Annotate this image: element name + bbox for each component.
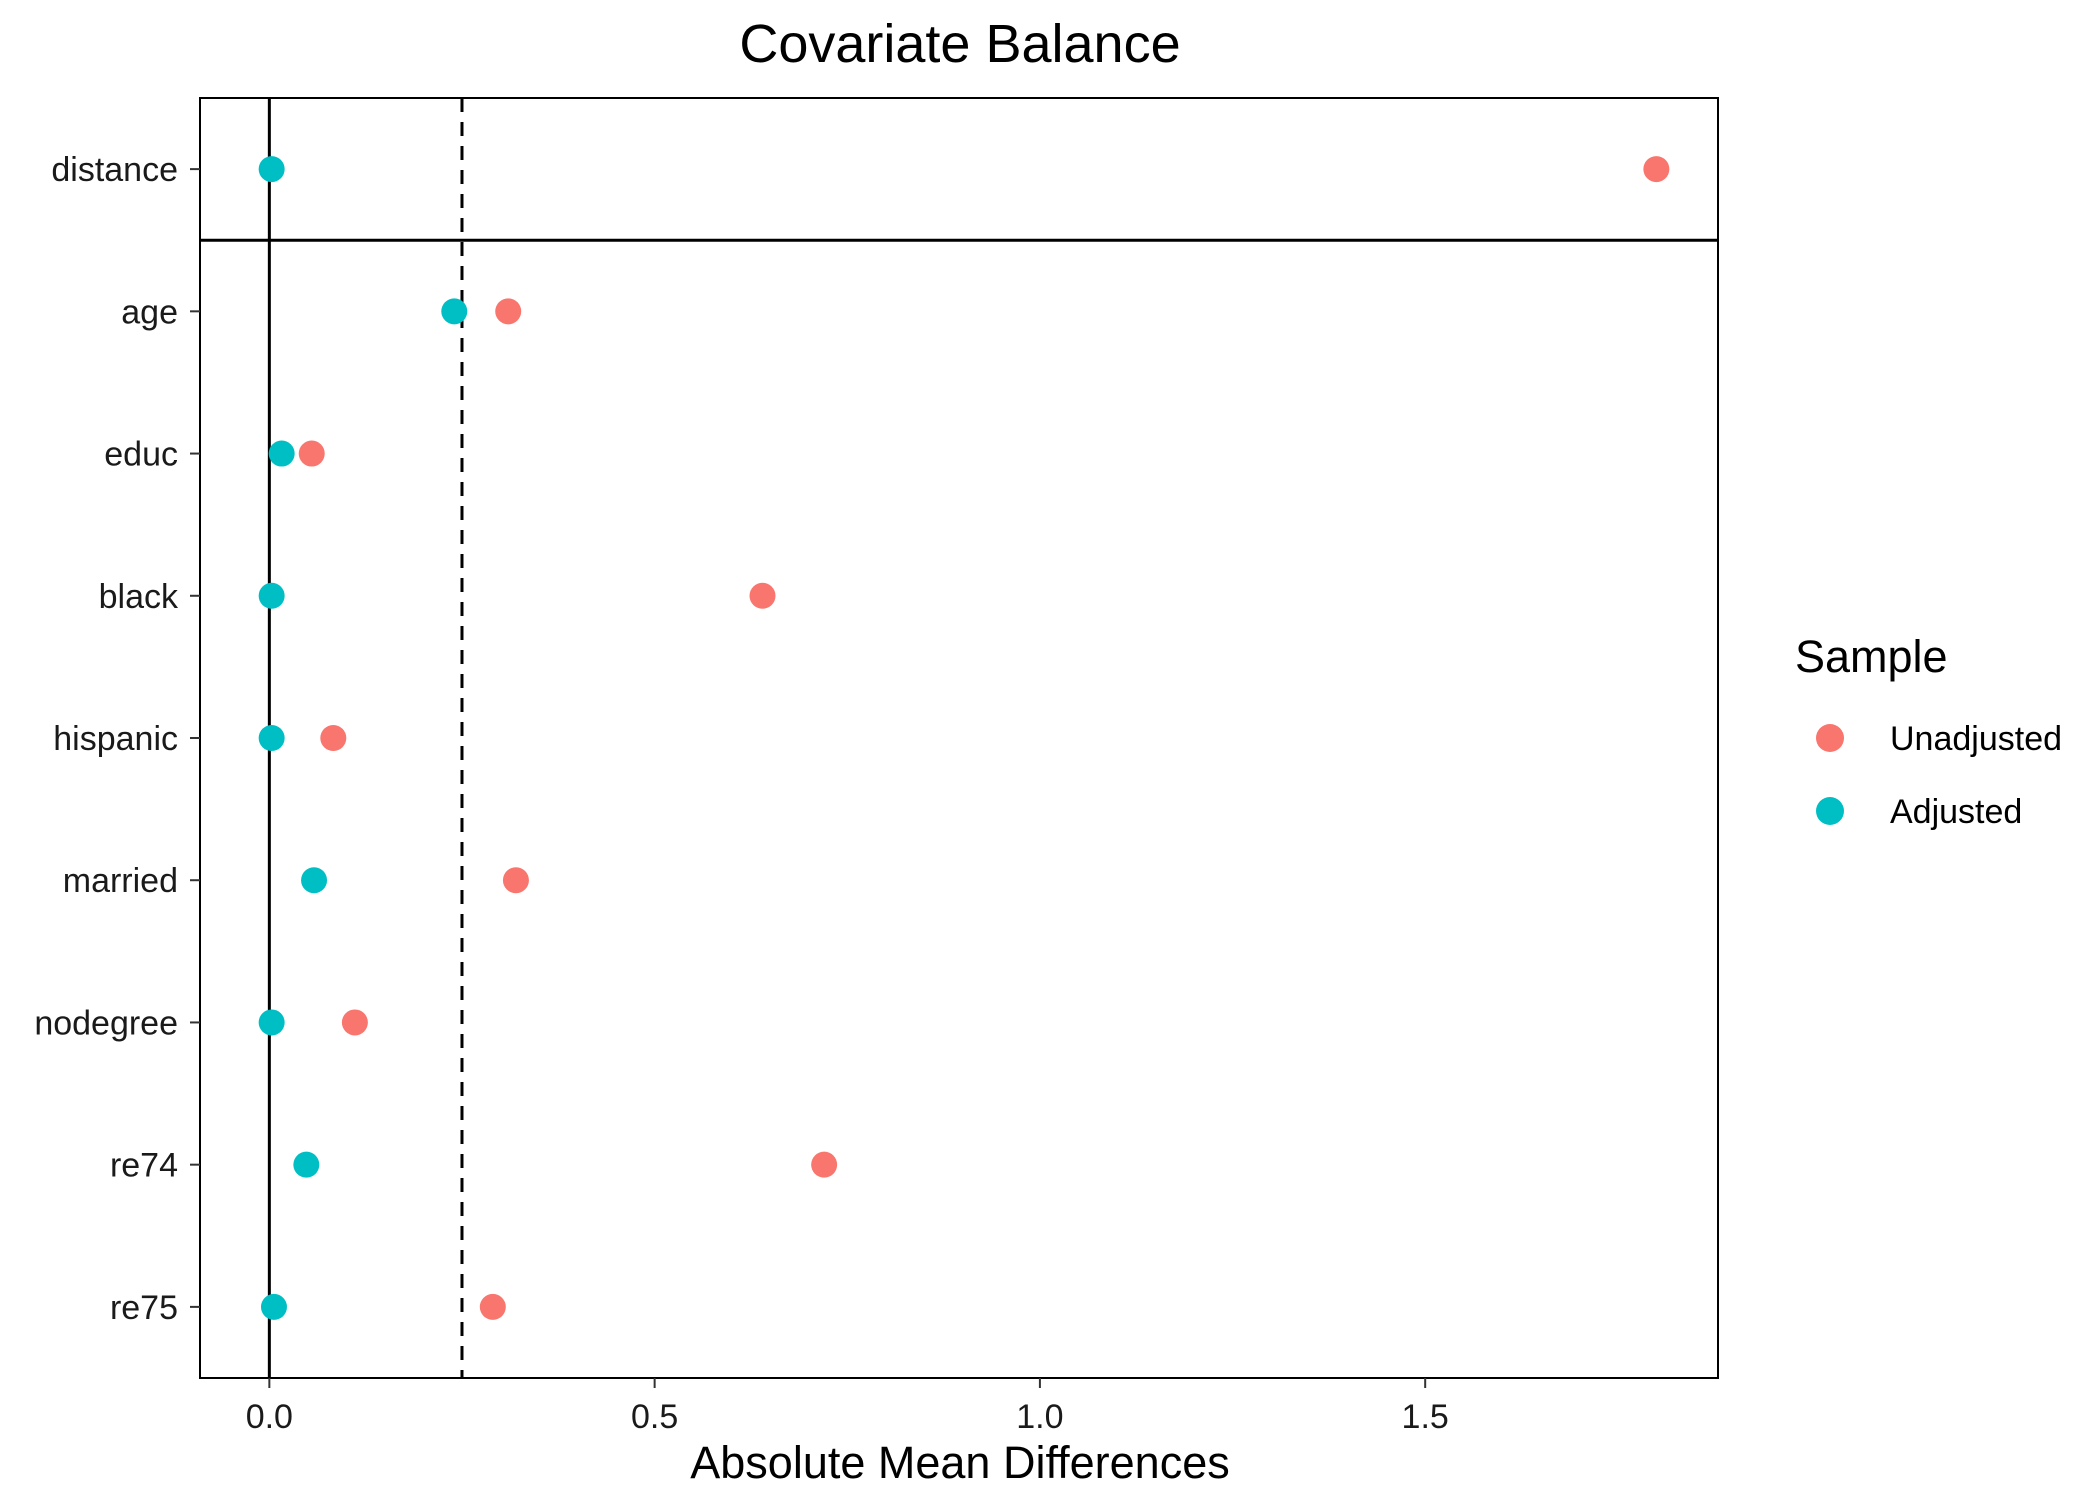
y-tick-label-re74: re74 (110, 1147, 178, 1185)
x-axis-title: Absolute Mean Differences (690, 1437, 1229, 1488)
chart-title: Covariate Balance (739, 14, 1180, 74)
unadjusted-point-hispanic (320, 725, 347, 751)
adjusted-point-hispanic (258, 725, 285, 751)
x-tick-label-3: 1.5 (1402, 1398, 1449, 1436)
legend: Sample Unadjusted Adjusted (1795, 631, 2062, 831)
y-tick-label-hispanic: hispanic (53, 720, 178, 758)
adjusted-point-re75 (260, 1293, 287, 1320)
y-tick-label-re75: re75 (110, 1289, 178, 1327)
y-tick-label-black: black (99, 578, 179, 616)
legend-label-adjusted: Adjusted (1890, 793, 2022, 831)
adjusted-point-distance (258, 156, 285, 183)
adjusted-point-black (258, 582, 285, 609)
x-tick-label-2: 1.0 (1016, 1398, 1063, 1436)
unadjusted-point-age (495, 298, 522, 325)
x-tick-label-1: 0.5 (631, 1398, 678, 1436)
adjusted-point-educ (268, 440, 295, 467)
unadjusted-point-married (502, 867, 529, 894)
y-tick-label-educ: educ (104, 436, 178, 474)
y-tick-label-married: married (63, 862, 178, 900)
unadjusted-point-nodegree (341, 1009, 368, 1036)
y-tick-label-nodegree: nodegree (34, 1004, 178, 1042)
legend-key-unadjusted (1816, 724, 1844, 752)
legend-key-adjusted (1816, 797, 1844, 825)
plot-area: distance age educ black hispanic married nodeg… (34, 97, 1719, 1436)
unadjusted-point-re74 (811, 1151, 838, 1178)
unadjusted-point-distance (1643, 156, 1670, 183)
y-tick-label-age: age (121, 293, 178, 331)
adjusted-point-nodegree (258, 1009, 285, 1036)
panel-border (199, 97, 1719, 1379)
legend-title: Sample (1795, 631, 1948, 682)
unadjusted-point-re75 (479, 1293, 506, 1320)
unadjusted-point-black (749, 582, 776, 609)
x-tick-label-0: 0.0 (246, 1398, 293, 1436)
adjusted-point-age (441, 298, 468, 325)
legend-label-unadjusted: Unadjusted (1890, 720, 2062, 758)
y-tick-label-distance: distance (51, 151, 178, 189)
adjusted-point-re74 (293, 1151, 320, 1178)
unadjusted-point-educ (298, 440, 325, 467)
adjusted-point-married (301, 867, 328, 894)
